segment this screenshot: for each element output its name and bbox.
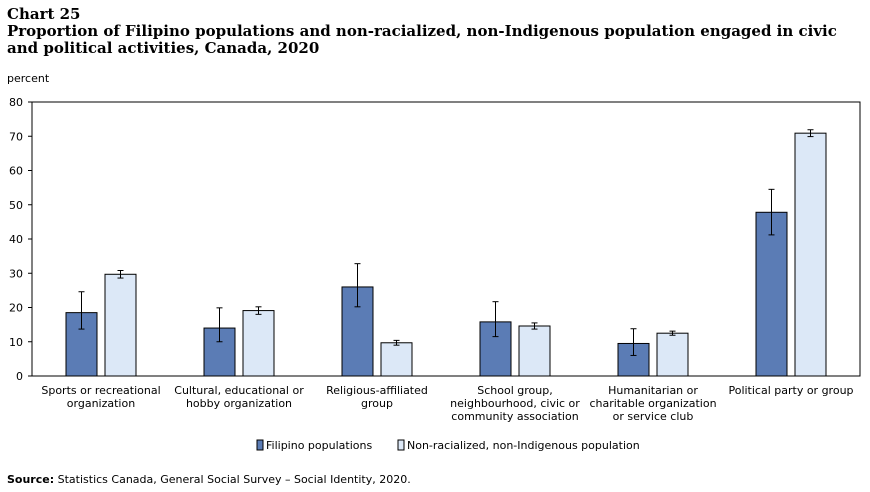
legend-label-non-racialized: Non-racialized, non-Indigenous populatio… [407,439,640,452]
x-category-label-line: community association [451,410,578,423]
bar-non-racialized [656,332,689,377]
bar-non-racialized [380,342,413,377]
y-tick-label: 50 [9,199,23,212]
legend-swatch-filipino [256,439,264,451]
x-category-label-line: Humanitarian or [608,384,698,397]
y-tick-label: 10 [9,336,23,349]
y-tick-label: 0 [16,370,23,383]
x-category-label-line: or service club [613,410,694,423]
bar-non-racialized [794,132,827,377]
x-category-label-line: group [361,397,393,410]
y-tick-label: 70 [9,130,23,143]
x-category-label-line: organization [67,397,135,410]
x-category-label-line: charitable organization [589,397,716,410]
y-tick-label: 20 [9,302,23,315]
bar-filipino [341,286,374,377]
plot-frame [31,101,861,377]
chart-title-block: Chart 25 Proportion of Filipino populati… [7,6,863,57]
y-axis-label: percent [7,72,50,85]
y-tick-label: 60 [9,165,23,178]
y-tick-label: 30 [9,267,23,280]
x-category-label-line: neighbourhood, civic or [450,397,580,410]
x-category-label-line: Religious-affiliated [326,384,428,397]
x-category-label-line: Sports or recreational [41,384,160,397]
source-note: Source: Statistics Canada, General Socia… [7,473,411,486]
chart-number: Chart 25 [7,5,81,23]
x-category-label: Cultural, educational or hobby organizati… [174,384,304,410]
bar-non-racialized [242,310,275,377]
x-category-label: Sports or recreational organization [41,384,160,410]
bar-filipino [755,211,788,377]
source-text: Statistics Canada, General Social Survey… [57,473,411,486]
bar-non-racialized [518,325,551,377]
chart-title: Proportion of Filipino populations and n… [7,22,837,57]
x-category-label-line: School group, [477,384,552,397]
x-category-label: Religious-affiliated group [326,384,428,410]
bar-filipino [65,312,98,377]
x-category-label-line: Cultural, educational or [174,384,304,397]
y-tick-label: 40 [9,233,23,246]
legend-swatch-non-racialized [397,439,405,451]
bar-chart: percent 0 10 20 30 40 50 60 70 80 Sports or recrea… [7,72,861,452]
x-category-label: School group, neighbourhood, civic or comm… [450,384,580,423]
x-category-label-line: Political party or group [728,384,853,397]
y-tick-label: 80 [9,96,23,109]
x-category-label-line: hobby organization [186,397,292,410]
source-label: Source: [7,473,55,486]
x-category-label: Humanitarian or charitable organization or… [589,384,716,423]
legend-label-filipino: Filipino populations [266,439,372,452]
bar-non-racialized [104,273,137,377]
x-category-label: Political party or group [728,384,853,397]
